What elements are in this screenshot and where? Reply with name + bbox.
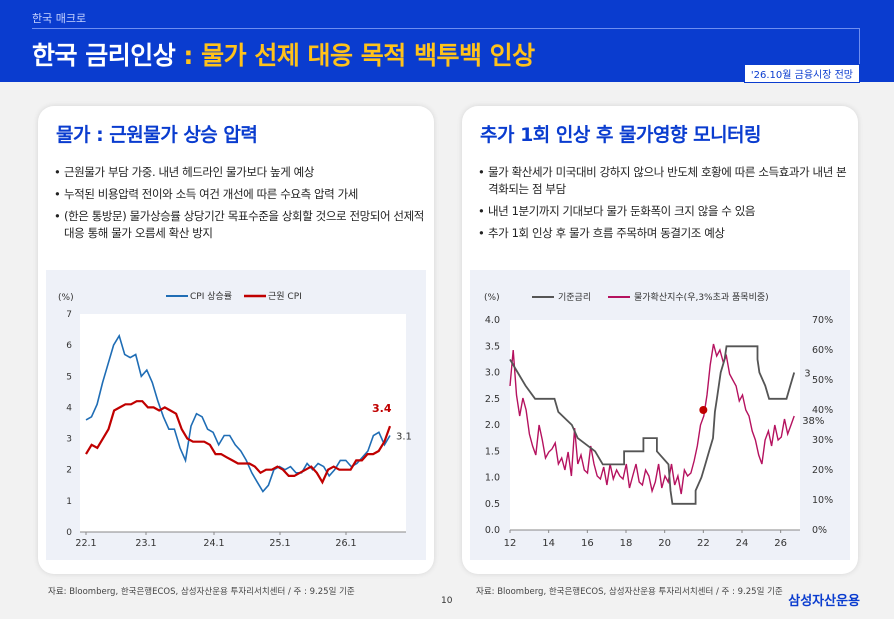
page-number: 10 <box>441 596 453 606</box>
plot-area <box>510 320 800 530</box>
series-line-2 <box>85 400 392 485</box>
y-tick-label: 3 <box>66 435 72 445</box>
x-tick-label: 23.1 <box>135 538 156 549</box>
right-card-title: 추가 1회 인상 후 물가영향 모니터링 <box>480 124 762 146</box>
rate-end-label: 3 <box>804 369 810 380</box>
section-tag: 한국 매크로 <box>32 12 87 25</box>
x-tick-label: 18 <box>620 538 633 549</box>
legend-label-2: 물가확산지수(우,3%초과 품목비중) <box>634 291 769 303</box>
plot-area <box>80 314 406 532</box>
right-bullet-2: 내년 1분기까지 기대보다 물가 둔화폭이 크지 않을 수 있음 <box>478 203 850 220</box>
cpi-chart-box: (%) 0 1 2 3 4 5 6 7 22.1 23.1 24.1 25.1 26.1 CPI 상승률 근원… <box>46 270 426 560</box>
y-unit-label: (%) <box>58 293 74 303</box>
y-tick-label: 1.0 <box>485 473 500 484</box>
y2-tick-label: 0% <box>812 525 827 536</box>
y2-tick-label: 30% <box>812 435 833 446</box>
y-tick-label: 1.5 <box>485 446 500 457</box>
left-bullets: 근원물가 부담 가중. 내년 헤드라인 물가보다 높게 예상 누적된 비용압력 … <box>54 164 426 247</box>
diffusion-index-line <box>509 343 795 495</box>
rate-chart-box: (%) 0.0 0.5 1.0 1.5 2.0 2.5 3.0 3.5 4.0 0% 10% 20% 30… <box>470 270 850 560</box>
y-tick-label: 6 <box>66 341 72 351</box>
x-tick-label: 25.1 <box>269 538 290 549</box>
y-tick-label: 3.0 <box>485 368 500 379</box>
right-source-note: 자료: Bloomberg, 한국은행ECOS, 삼성자산운용 투자리서치센터 … <box>476 587 783 597</box>
y-tick-label: 4.0 <box>485 315 500 326</box>
rate-diffusion-chart: (%) 0.0 0.5 1.0 1.5 2.0 2.5 3.0 3.5 4.0 0% 10% 20% 30… <box>484 291 833 549</box>
right-card: 추가 1회 인상 후 물가영향 모니터링 물가 확산세가 미국대비 강하지 않으… <box>462 106 858 574</box>
left-bullet-3: (한은 통방문) 물가상승률 상당기간 목표수준을 상회할 것으로 전망되어 선… <box>54 208 426 242</box>
y2-tick-label: 70% <box>812 315 833 326</box>
x-tick-label: 22.1 <box>75 538 96 549</box>
y-tick-label: 5 <box>66 372 72 382</box>
core-cpi-end-label: 3.4 <box>372 402 392 415</box>
x-tick-label: 20 <box>658 538 671 549</box>
right-bullet-1: 물가 확산세가 미국대비 강하지 않으나 반도체 호황에 따른 소득효과가 내년… <box>478 164 850 198</box>
header-bar: 한국 매크로 한국 금리인상 : 물가 선제 대응 목적 백투백 인상 '26.… <box>0 0 894 83</box>
y2-tick-label: 60% <box>812 345 833 356</box>
diffusion-end-label: 38% <box>802 416 824 427</box>
left-source-note: 자료: Bloomberg, 한국은행ECOS, 삼성자산운용 투자리서치센터 … <box>48 587 355 597</box>
page-title-main: 한국 금리인상 <box>32 41 184 70</box>
y-tick-label: 0.0 <box>485 525 500 536</box>
y-unit-label: (%) <box>484 293 500 303</box>
x-tick-label: 26.1 <box>335 538 356 549</box>
right-bullet-3: 추가 1회 인상 후 물가 흐름 주목하며 동결기조 예상 <box>478 225 850 242</box>
page-title: 한국 금리인상 : 물가 선제 대응 목적 백투백 인상 <box>32 36 535 72</box>
x-tick-label: 22 <box>697 538 710 549</box>
company-logo: 삼성자산운용 <box>788 594 860 609</box>
x-tick-label: 26 <box>774 538 787 549</box>
highlight-marker <box>699 406 708 414</box>
x-tick-label: 16 <box>581 538 594 549</box>
x-tick-label: 12 <box>504 538 517 549</box>
x-tick-label: 24 <box>736 538 749 549</box>
y2-tick-label: 50% <box>812 375 833 386</box>
left-card-title: 물가 : 근원물가 상승 압력 <box>56 124 258 146</box>
y-tick-label: 2 <box>66 466 72 476</box>
y-tick-label: 7 <box>66 310 72 320</box>
report-badge: '26.10월 금융시장 전망 <box>743 64 860 83</box>
cpi-end-label: 3.1 <box>396 431 412 442</box>
y-tick-label: 2.5 <box>485 394 500 405</box>
left-card: 물가 : 근원물가 상승 압력 근원물가 부담 가중. 내년 헤드라인 물가보다… <box>38 106 434 574</box>
policy-rate-line <box>509 345 796 505</box>
y-tick-label: 3.5 <box>485 341 500 352</box>
cpi-chart: (%) 0 1 2 3 4 5 6 7 22.1 23.1 24.1 25.1 26.1 CPI 상승률 근원… <box>58 291 412 549</box>
y2-tick-label: 10% <box>812 495 833 506</box>
header-box-edge <box>859 28 860 64</box>
y2-tick-label: 40% <box>812 405 833 416</box>
x-tick-label: 24.1 <box>203 538 224 549</box>
header-divider <box>32 28 860 29</box>
y-tick-label: 2.0 <box>485 420 500 431</box>
page-title-highlight: : 물가 선제 대응 목적 백투백 인상 <box>183 41 535 70</box>
left-bullet-1: 근원물가 부담 가중. 내년 헤드라인 물가보다 높게 예상 <box>54 164 426 181</box>
y-tick-label: 0 <box>66 528 72 538</box>
right-bullets: 물가 확산세가 미국대비 강하지 않으나 반도체 호황에 따른 소득효과가 내년… <box>478 164 850 247</box>
y-tick-label: 1 <box>66 497 72 507</box>
y-tick-label: 4 <box>66 403 72 413</box>
series-line-1 <box>85 333 391 493</box>
y2-tick-label: 20% <box>812 465 833 476</box>
legend-label-2: 근원 CPI <box>268 291 302 302</box>
legend-label-1: CPI 상승률 <box>190 291 232 302</box>
x-tick-label: 14 <box>542 538 555 549</box>
left-bullet-2: 누적된 비용압력 전이와 소득 여건 개선에 따른 수요측 압력 가세 <box>54 186 426 203</box>
y-tick-label: 0.5 <box>485 499 500 510</box>
legend-label-1: 기준금리 <box>558 292 591 303</box>
